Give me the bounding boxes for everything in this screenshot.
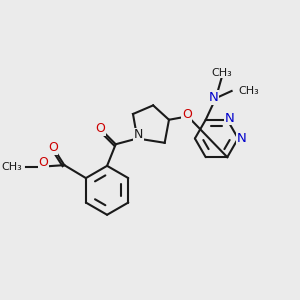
Text: O: O [95,122,105,135]
Text: O: O [48,141,58,154]
Text: CH₃: CH₃ [238,86,259,96]
Text: CH₃: CH₃ [1,162,22,172]
Text: CH₃: CH₃ [211,68,232,78]
Text: N: N [224,112,234,125]
Text: O: O [39,156,49,169]
Text: N: N [134,128,143,141]
Text: N: N [237,132,246,145]
Text: O: O [182,108,192,122]
Text: N: N [209,91,219,104]
